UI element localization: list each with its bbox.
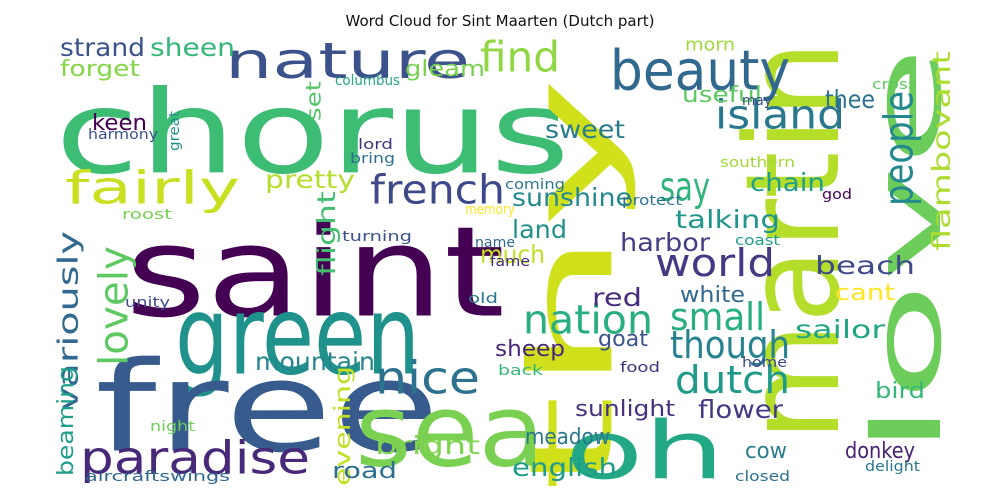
word-food: food [620,359,660,376]
word-land: land [512,215,567,245]
word-protect: protect [622,192,682,209]
word-harmony: harmony [88,126,158,143]
word-sailor: sailor [795,315,885,345]
word-sheep: sheep [495,336,565,362]
word-may: may [742,92,772,109]
word-back: back [498,362,543,379]
word-flower: flower [698,395,783,425]
word-turning: turning [342,228,412,245]
word-white: white [680,282,745,308]
word-delight: delight [865,458,920,475]
word-roost: roost [122,206,172,223]
word-cant: cant [835,280,895,306]
word-forget: forget [60,56,140,82]
word-memory: memory [465,201,515,218]
word-though: though [670,322,790,367]
word-nice: nice [375,351,480,405]
word-sheen: sheen [150,36,235,63]
chart-title: Word Cloud for Sint Maarten (Dutch part) [345,12,655,30]
word-sunshine: sunshine [512,183,632,213]
word-beauty: beauty [610,39,790,104]
word-say: say [660,164,710,211]
word-bring: bring [350,150,395,167]
word-southern: southern [720,154,795,171]
word-set: set [303,81,326,121]
word-beaming: beaming [53,366,79,476]
word-sunlight: sunlight [575,396,675,422]
word-small: small [670,294,765,339]
word-talking: talking [675,205,780,235]
word-fairly: fairly [65,161,240,215]
word-name: name [475,234,515,251]
word-nation: nation [523,297,653,344]
word-goat: goat [598,326,648,352]
word-thee: thee [825,85,875,115]
word-cloud: chorus saint thy green free martin sea love oh na… [50,36,950,486]
word-flamboyant: flamboyant [927,50,950,251]
word-night: night [150,418,195,435]
word-free: free [95,335,440,481]
word-bright: bright [375,431,480,461]
word-coming: coming [505,176,565,193]
word-sweet: sweet [545,115,625,145]
word-meadow: meadow [525,424,610,450]
word-cross: cross [872,76,917,93]
word-lord: lord [358,136,393,153]
word-keen: keen [92,110,147,136]
word-fame: fame [490,253,530,270]
word-harbor: harbor [620,228,710,258]
word-chain: chain [750,168,825,198]
word-old: old [468,290,498,307]
word-english: english [512,453,617,483]
word-nature: nature [225,36,470,90]
word-closed: closed [735,468,790,485]
word-chorus: chorus [55,66,570,200]
word-dutch: dutch [675,357,790,402]
word-world: world [655,240,775,285]
word-great: great [166,111,183,151]
word-french: french [370,167,505,214]
word-coast: coast [735,232,780,249]
word-useful: useful [682,82,762,108]
word-people: people [876,91,923,206]
word-green: green [175,271,420,401]
word-beach: beach [815,251,915,281]
word-god: god [822,186,852,203]
word-bird: bird [875,378,925,404]
word-gleam: gleam [405,56,485,82]
word-home: home [742,354,787,371]
word-aircraftswings: aircraftswings [85,468,230,485]
word-columbus: columbus [335,72,400,89]
word-red: red [592,283,642,313]
word-pretty: pretty [265,165,355,195]
word-sea: sea [355,372,545,486]
word-oh: oh [565,403,725,486]
word-donkey: donkey [845,438,915,464]
word-saint: saint [125,200,505,346]
word-flight: flight [312,191,342,276]
word-morn: morn [685,36,735,56]
word-cow: cow [745,438,787,464]
word-much: much [480,240,545,270]
word-mountain: mountain [255,347,375,377]
word-find: find [480,36,560,82]
word-paradise: paradise [80,431,310,485]
word-unity: unity [125,294,170,311]
word-island: island [715,92,845,139]
word-strand: strand [60,36,145,63]
word-road: road [332,458,397,484]
